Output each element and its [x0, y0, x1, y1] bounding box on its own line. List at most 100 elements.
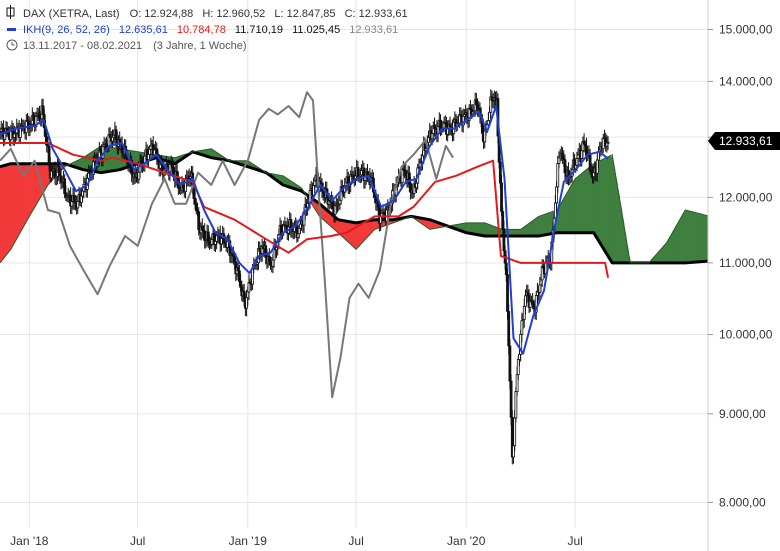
cloud-segment — [666, 240, 669, 263]
cloud-segment — [546, 213, 550, 235]
cloud-segment — [367, 220, 370, 238]
legend-kijun-value: 10.784,78 — [177, 24, 226, 36]
y-tick-label: 9.000,00 — [719, 407, 766, 421]
chikou-span-line — [0, 91, 454, 399]
cloud-segment — [8, 163, 12, 252]
cloud-segment — [674, 224, 678, 263]
cloud-segment — [464, 222, 468, 233]
senkou-span-a-line — [0, 145, 709, 264]
cloud-segment — [336, 218, 339, 233]
legend-date-range: 13.11.2017 - 08.02.2021 — [23, 40, 142, 52]
cloud-segment — [601, 158, 605, 250]
legend-span-b-value: 11.025,45 — [292, 24, 340, 36]
legend-chikou-value: 12.933,61 — [349, 24, 398, 36]
cloud-segment — [672, 228, 676, 263]
last-price-label: 12.933,61 — [719, 134, 773, 148]
kijun-sen-line — [0, 142, 610, 278]
legend-duration: (3 Jahre, 1 Woche) — [153, 40, 246, 52]
senkou-span-b-line — [0, 150, 709, 265]
legend-series-name: DAX (XETRA, Last) — [23, 8, 120, 20]
cloud-segment — [579, 173, 583, 233]
cloud-segment — [424, 218, 428, 228]
y-tick-label: 15.000,00 — [719, 23, 773, 37]
cloud-segment — [0, 166, 3, 263]
cloud-segment — [287, 178, 291, 188]
cloud-segment — [679, 216, 682, 263]
legend-tenkan-value: 12.635,61 — [119, 24, 168, 36]
cloud-segment — [508, 229, 512, 236]
candle-body — [606, 141, 610, 144]
cloud-segment — [360, 221, 364, 245]
tenkan-sen-line — [0, 105, 609, 355]
last-price-tag — [708, 132, 780, 151]
cloud-segment — [586, 167, 589, 233]
cloud-segment — [345, 220, 348, 242]
cloud-segment — [544, 213, 547, 235]
cloud-segment — [26, 163, 30, 222]
cloud-segment — [371, 219, 375, 233]
legend-row-range: 13.11.2017 - 08.02.2021 (3 Jahre, 1 Woch… — [6, 39, 246, 52]
cloud-segment — [701, 214, 704, 262]
cloud-segment — [661, 245, 665, 263]
cloud-segment — [570, 182, 574, 233]
cloud-segment — [13, 163, 16, 245]
cloud-segment — [581, 171, 585, 233]
cloud-segment — [597, 160, 600, 243]
cloud-segment — [112, 147, 116, 171]
cloud-segment — [577, 175, 581, 233]
cloud-segment — [692, 211, 696, 263]
cloud-segment — [699, 213, 702, 262]
cloud-segment — [531, 220, 534, 236]
cloud-segment — [495, 227, 499, 236]
cloud-segment — [668, 236, 671, 263]
cloud-segment — [566, 190, 569, 233]
y-tick-label: 11.000,00 — [719, 256, 772, 270]
cloud-segment — [696, 213, 700, 262]
cloud-segment — [358, 222, 361, 247]
cloud-segment — [615, 170, 618, 263]
y-tick-label: 10.000,00 — [719, 328, 773, 342]
cloud-segment — [365, 220, 368, 240]
y-tick-label: 12.000,00 — [719, 190, 773, 204]
cloud-segment — [491, 225, 494, 236]
cloud-segment — [604, 157, 607, 253]
cloud-segment — [342, 220, 346, 240]
cloud-segment — [373, 219, 377, 231]
cloud-segment — [588, 166, 592, 233]
indicator-lines — [0, 91, 610, 399]
cloud-segment — [354, 222, 357, 250]
cloud-segment — [17, 163, 21, 237]
cloud-segment — [84, 155, 87, 171]
cloud-segment — [548, 212, 552, 235]
cloud-segment — [489, 224, 492, 236]
cloud-segment — [81, 157, 85, 170]
x-tick-label: Jul — [567, 534, 582, 548]
cloud-segment — [283, 175, 286, 186]
cloud-segment — [462, 223, 465, 233]
cloud-segment — [526, 223, 530, 236]
x-tick-label: Jul — [348, 534, 363, 548]
cloud-segment — [11, 163, 14, 249]
cloud-segment — [19, 163, 23, 233]
cloud-segment — [285, 177, 288, 187]
cloud-segment — [659, 248, 662, 263]
cloud-segment — [535, 217, 538, 236]
cloud-segment — [46, 163, 50, 188]
cloud-segment — [575, 176, 578, 233]
cloud-segment — [657, 250, 660, 263]
y-tick-label: 8.000,00 — [719, 495, 766, 509]
cloud-segment — [475, 222, 479, 235]
time-axis: Jan '18 Jul Jan '19 Jul Jan '20 Jul — [10, 534, 583, 548]
x-tick-label: Jan '18 — [10, 534, 49, 548]
x-tick-label: Jul — [130, 534, 145, 548]
cloud-segment — [681, 212, 685, 263]
cloud-segment — [31, 163, 34, 214]
cloud-segment — [473, 222, 477, 235]
cloud-segment — [568, 186, 572, 233]
cloud-segment — [369, 220, 373, 235]
cloud-segment — [539, 215, 543, 236]
cloud-segment — [584, 169, 587, 233]
cloud-segment — [599, 159, 603, 246]
cloud-segment — [79, 158, 83, 170]
